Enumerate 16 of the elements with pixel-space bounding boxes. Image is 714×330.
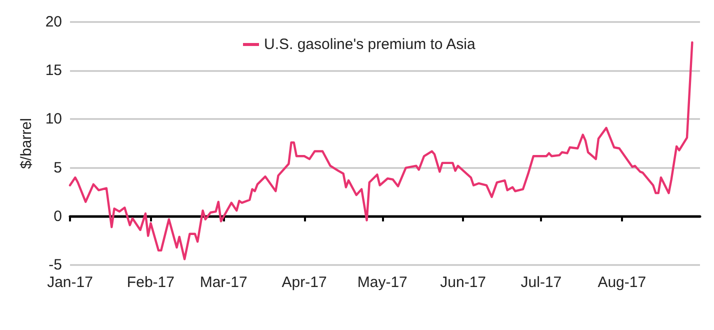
x-tick-label: May-17 <box>357 274 408 291</box>
legend-label: U.S. gasoline's premium to Asia <box>264 36 476 53</box>
x-tick-label: Jun-17 <box>440 274 486 291</box>
y-tick-label: 5 <box>54 159 62 176</box>
x-tick-label: Aug-17 <box>598 274 646 291</box>
x-tick-label: Apr-17 <box>282 274 327 291</box>
x-tick-label: Mar-17 <box>200 274 248 291</box>
y-tick-label: 0 <box>54 208 62 225</box>
y-tick-label: 10 <box>45 110 62 128</box>
x-tick-label: Jul-17 <box>520 274 562 291</box>
y-tick-label: 15 <box>45 62 62 80</box>
x-tick-label: Jan-17 <box>47 274 93 291</box>
x-tick-label: Feb-17 <box>126 274 174 291</box>
y-tick-label: 20 <box>45 14 62 30</box>
y-tick-label: -5 <box>48 256 62 274</box>
y-axis-title: $/barrel <box>18 118 35 169</box>
